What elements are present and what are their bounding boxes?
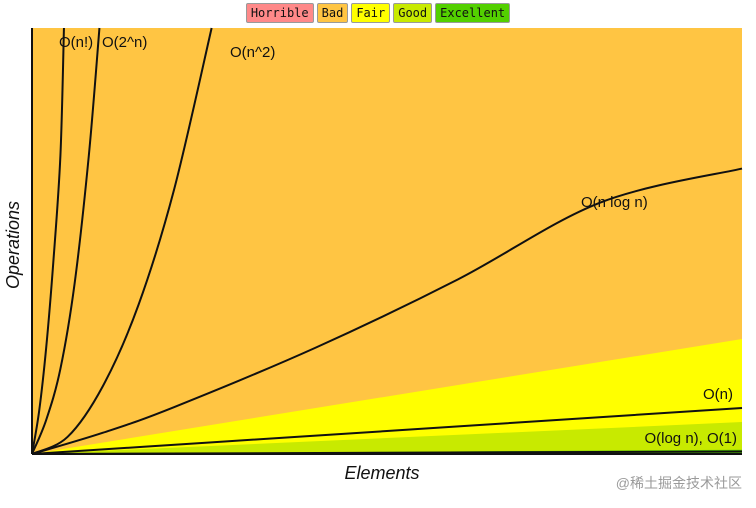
curve-labels: O(n!) O(2^n) O(n^2) O(n log n) O(n) O(log n),…: [59, 34, 737, 447]
label-o-log-n-o-1: O(log n), O(1): [644, 430, 737, 447]
x-axis-title: Elements: [344, 463, 419, 483]
legend-item-fair: Fair: [351, 3, 391, 23]
legend-item-excellent: Excellent: [435, 3, 511, 23]
curve-o-n-2: [31, 27, 213, 455]
region-bad: [32, 28, 742, 454]
legend: Horrible Bad Fair Good Excellent: [0, 3, 756, 23]
region-good: [32, 422, 742, 454]
watermark-text: @稀土掘金技术社区: [616, 475, 742, 491]
region-fair: [32, 338, 742, 454]
label-o-n-log-n: O(n log n): [581, 194, 648, 211]
curve-o-2-n: [31, 27, 101, 455]
y-axis-title: Operations: [3, 201, 23, 289]
legend-item-good: Good: [393, 3, 433, 23]
complexity-regions: [32, 28, 742, 454]
legend-item-horrible: Horrible: [245, 3, 314, 23]
label-o-n: O(n!): [59, 34, 93, 51]
curve-o-n: [31, 406, 743, 455]
label-o-n: O(n): [703, 386, 733, 403]
label-o-n-2: O(n^2): [230, 44, 275, 61]
curve-o-n: [31, 27, 65, 455]
legend-item-bad: Bad: [316, 3, 349, 23]
curve-o-n-log-n: [31, 167, 743, 455]
label-o-2-n: O(2^n): [102, 34, 147, 51]
